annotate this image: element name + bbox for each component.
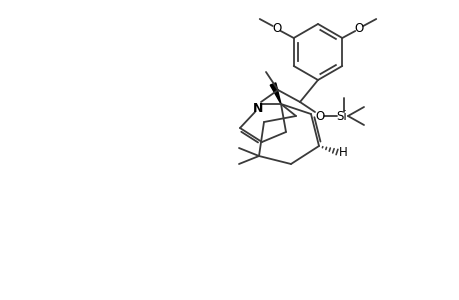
Text: H: H — [338, 146, 347, 158]
Polygon shape — [269, 83, 280, 104]
Text: N: N — [252, 101, 263, 115]
Text: O: O — [354, 22, 363, 34]
Text: Si: Si — [336, 110, 347, 122]
Text: O: O — [272, 22, 281, 34]
Text: O: O — [315, 110, 324, 122]
